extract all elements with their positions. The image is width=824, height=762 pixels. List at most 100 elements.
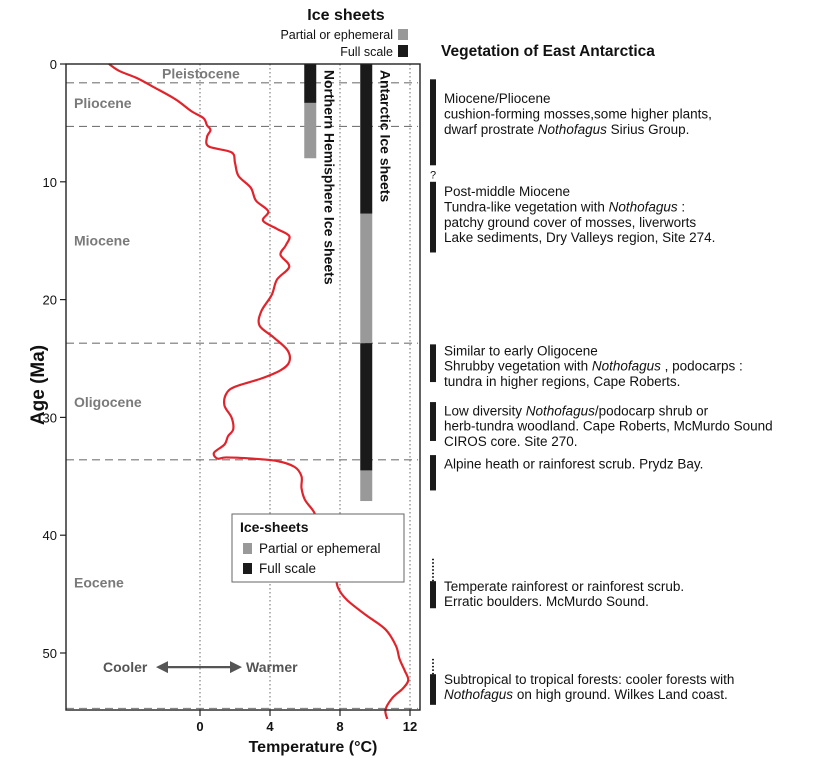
- plot-frame: [65, 63, 421, 711]
- antarctic-ice-full-bar: [360, 343, 373, 471]
- legend-box: [231, 513, 405, 583]
- legend: Ice-sheets Partial or ephemeral Full scale: [231, 513, 405, 583]
- vegetation-text-line: Shrubby vegetation with Nothofagus , pod…: [444, 359, 743, 374]
- vegetation-text-line: Tundra-like vegetation with Nothofagus :: [444, 200, 685, 215]
- vegetation-text-line: cushion-forming mosses,some higher plant…: [444, 106, 712, 121]
- vegetation-text-run: /podocarp shrub or: [595, 403, 709, 418]
- vegetation-text-run: Erratic boulders. McMurdo Sound.: [444, 594, 649, 609]
- vegetation-range-bar: [430, 344, 436, 383]
- y-tick-label: 50: [43, 646, 57, 661]
- ice-sheets-title: Ice sheets: [307, 7, 384, 24]
- arrow-right-head: [230, 661, 242, 674]
- warmer-label: Warmer: [246, 659, 298, 675]
- x-tick-label: 0: [196, 719, 203, 734]
- arrow-left-head: [156, 661, 168, 674]
- vegetation-text-run: Similar to early Oligocene: [444, 343, 598, 358]
- plot-border: [65, 63, 421, 711]
- vegetation-range-bar: [430, 455, 436, 491]
- vegetation-text-line: Miocene/Pliocene: [444, 91, 551, 106]
- vegetation-text-run: Temperate rainforest or rainforest scrub…: [444, 579, 684, 594]
- vegetation-text-run: Miocene/Pliocene: [444, 91, 551, 106]
- ice-sheets-partial-swatch: [398, 29, 408, 40]
- x-tick-label: 12: [403, 719, 417, 734]
- italic-taxon: Nothofagus: [444, 687, 513, 702]
- vegetation-text-line: Nothofagus on high ground. Wilkes Land c…: [444, 687, 728, 702]
- northern-ice-sheets-label: Northern Hemisphere Ice sheets: [321, 70, 337, 285]
- vegetation-text-line: Post-middle Miocene: [444, 184, 570, 199]
- y-tick-label: 30: [43, 410, 57, 425]
- cooler-label: Cooler: [103, 659, 148, 675]
- epoch-label: Pleistocene: [162, 65, 240, 81]
- y-tick-label: 20: [43, 293, 57, 308]
- northern-ice-full-bar: [304, 64, 317, 103]
- axis-ticks: 0 10 20 30 40 50 0 4 8 12: [43, 57, 418, 734]
- vegetation-text-line: tundra in higher regions, Cape Roberts.: [444, 374, 680, 389]
- vegetation-text-run: Lake sediments, Dry Valleys region, Site…: [444, 230, 715, 245]
- antarctic-ice-partial-bar: [360, 213, 373, 344]
- epoch-label: Miocene: [74, 233, 130, 249]
- vegetation-text-run: Low diversity: [444, 403, 526, 418]
- italic-taxon: Nothofagus: [592, 359, 661, 374]
- vegetation-entry: Alpine heath or rainforest scrub. Prydz …: [444, 456, 703, 471]
- epoch-label: Oligocene: [74, 394, 142, 410]
- x-tick-label: 4: [266, 719, 274, 734]
- x-axis-title: Temperature (°C): [249, 739, 378, 756]
- vegetation-range-bar: [430, 79, 436, 166]
- legend-full-swatch: [243, 563, 252, 574]
- vegetation-text-line: CIROS core. Site 270.: [444, 434, 578, 449]
- vegetation-text-line: Alpine heath or rainforest scrub. Prydz …: [444, 456, 703, 471]
- vegetation-text-run: on high ground. Wilkes Land coast.: [513, 687, 728, 702]
- vegetation-text-line: Lake sediments, Dry Valleys region, Site…: [444, 230, 715, 245]
- ice-sheets-partial-label: Partial or ephemeral: [280, 28, 393, 42]
- vegetation-title: Vegetation of East Antarctica: [441, 43, 655, 60]
- temperature-line: [108, 63, 410, 720]
- vegetation-text-run: CIROS core. Site 270.: [444, 434, 578, 449]
- vegetation-text-line: Similar to early Oligocene: [444, 343, 598, 358]
- antarctic-ice-partial-bar: [360, 470, 373, 502]
- ice-sheet-bars: Northern Hemisphere Ice sheets Antarctic …: [304, 64, 393, 502]
- vegetation-text-line: Temperate rainforest or rainforest scrub…: [444, 579, 684, 594]
- legend-full-label: Full scale: [259, 561, 316, 576]
- italic-taxon: Nothofagus: [538, 122, 607, 137]
- vegetation-range-bar: [430, 402, 436, 441]
- epoch-labels: Pleistocene Pliocene Miocene Oligocene Eocen…: [74, 65, 240, 590]
- y-tick-label: 10: [43, 175, 57, 190]
- legend-partial-swatch: [243, 543, 252, 554]
- vegetation-entry: Low diversity Nothofagus/podocarp shrub …: [444, 403, 773, 449]
- northern-ice-partial-bar: [304, 102, 317, 159]
- legend-title: Ice-sheets: [240, 519, 309, 535]
- vegetation-text-run: Subtropical to tropical forests: cooler …: [444, 672, 734, 687]
- ice-sheets-header: Ice sheets Partial or ephemeral Full scale: [280, 7, 408, 59]
- vegetation-range-bar: [430, 674, 436, 705]
- legend-partial-label: Partial or ephemeral: [259, 541, 381, 556]
- y-tick-label: 40: [43, 528, 57, 543]
- vegetation-entry: Temperate rainforest or rainforest scrub…: [444, 579, 684, 609]
- vegetation-text-run: Post-middle Miocene: [444, 184, 570, 199]
- vegetation-question-mark: ?: [430, 170, 436, 182]
- vegetation-entry: Subtropical to tropical forests: cooler …: [444, 672, 734, 702]
- epoch-boundary-lines: [66, 82, 418, 709]
- vegetation-text-run: Tundra-like vegetation with: [444, 200, 609, 215]
- epoch-label: Pliocene: [74, 95, 132, 111]
- vegetation-panel: Vegetation of East Antarctica? Miocene/Pl…: [430, 43, 773, 705]
- vegetation-text-run: dwarf prostrate: [444, 122, 538, 137]
- vegetation-text-run: :: [678, 200, 686, 215]
- epoch-label: Eocene: [74, 574, 124, 590]
- vegetation-text-run: , podocarps :: [661, 359, 743, 374]
- cooler-warmer-annotation: Cooler Warmer: [103, 659, 298, 675]
- vegetation-text-run: herb-tundra woodland. Cape Roberts, McMu…: [444, 419, 773, 434]
- y-axis-title: Age (Ma): [28, 345, 49, 425]
- vegetation-range-bar: [430, 581, 436, 609]
- antarctic-ice-full-bar: [360, 64, 373, 214]
- y-tick-label: 0: [50, 57, 57, 72]
- x-tick-label: 8: [336, 719, 343, 734]
- italic-taxon: Nothofagus: [609, 200, 678, 215]
- vegetation-text-line: Subtropical to tropical forests: cooler …: [444, 672, 734, 687]
- ice-sheets-full-swatch: [398, 45, 408, 57]
- antarctic-ice-sheets-label: Antarctic Ice sheets: [377, 70, 393, 202]
- temperature-curve: [108, 63, 410, 720]
- vegetation-text-line: dwarf prostrate Nothofagus Sirius Group.: [444, 122, 689, 137]
